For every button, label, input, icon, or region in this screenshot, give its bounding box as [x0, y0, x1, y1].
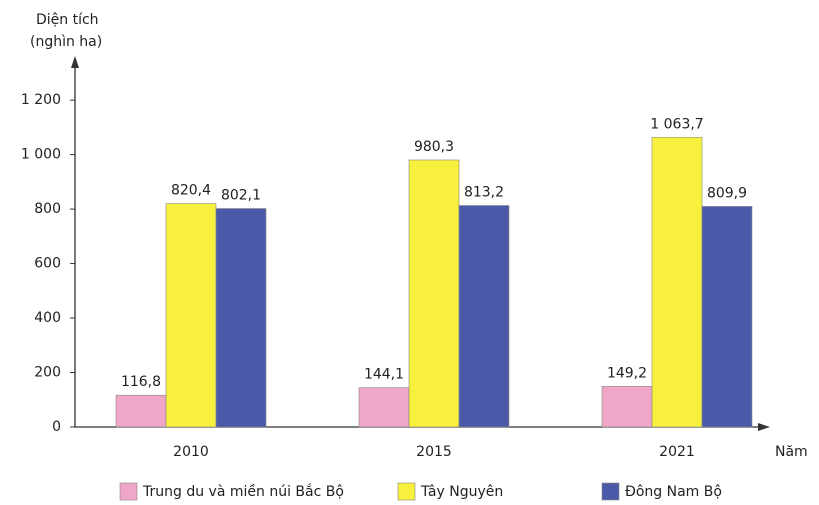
data-label: 802,1 [221, 188, 261, 204]
data-label: 116,8 [121, 374, 161, 390]
data-label: 1 063,7 [650, 116, 703, 132]
bar [408, 159, 460, 428]
y-tick-label: 400 [34, 310, 61, 326]
x-tick-label: 2015 [416, 444, 452, 460]
y-axis-title: (nghìn ha) [30, 34, 102, 50]
data-label: 809,9 [707, 185, 747, 201]
bar [701, 206, 753, 428]
y-tick-label: 200 [34, 365, 61, 381]
bar [601, 386, 653, 428]
y-tick-label: 1 000 [21, 147, 61, 163]
data-label: 820,4 [171, 183, 211, 199]
legend-label: Trung du và miền núi Bắc Bộ [142, 483, 344, 500]
y-tick-label: 600 [34, 256, 61, 272]
legend-swatch [397, 482, 416, 501]
data-label: 980,3 [414, 139, 454, 155]
data-label: 813,2 [464, 184, 504, 200]
x-tick-label: 2021 [659, 444, 695, 460]
data-label: 149,2 [607, 365, 647, 381]
bar [458, 205, 510, 428]
legend-label: Đông Nam Bộ [625, 484, 722, 500]
data-label: 144,1 [364, 367, 404, 383]
y-axis-arrow [71, 56, 79, 68]
x-tick-label: 2010 [173, 444, 209, 460]
legend-swatch [601, 482, 620, 501]
y-tick-label: 1 200 [21, 92, 61, 108]
bar [358, 387, 410, 428]
x-axis-arrow [758, 423, 770, 431]
bar [115, 394, 167, 428]
bar [651, 136, 703, 428]
bar [215, 208, 267, 428]
y-tick-label: 800 [34, 201, 61, 217]
y-tick-label: 0 [52, 419, 61, 435]
bar [165, 203, 217, 428]
y-axis-title: Diện tích [36, 12, 99, 28]
legend-label: Tây Nguyên [420, 484, 503, 500]
x-axis-title: Năm [775, 444, 808, 460]
legend-swatch [119, 482, 138, 501]
